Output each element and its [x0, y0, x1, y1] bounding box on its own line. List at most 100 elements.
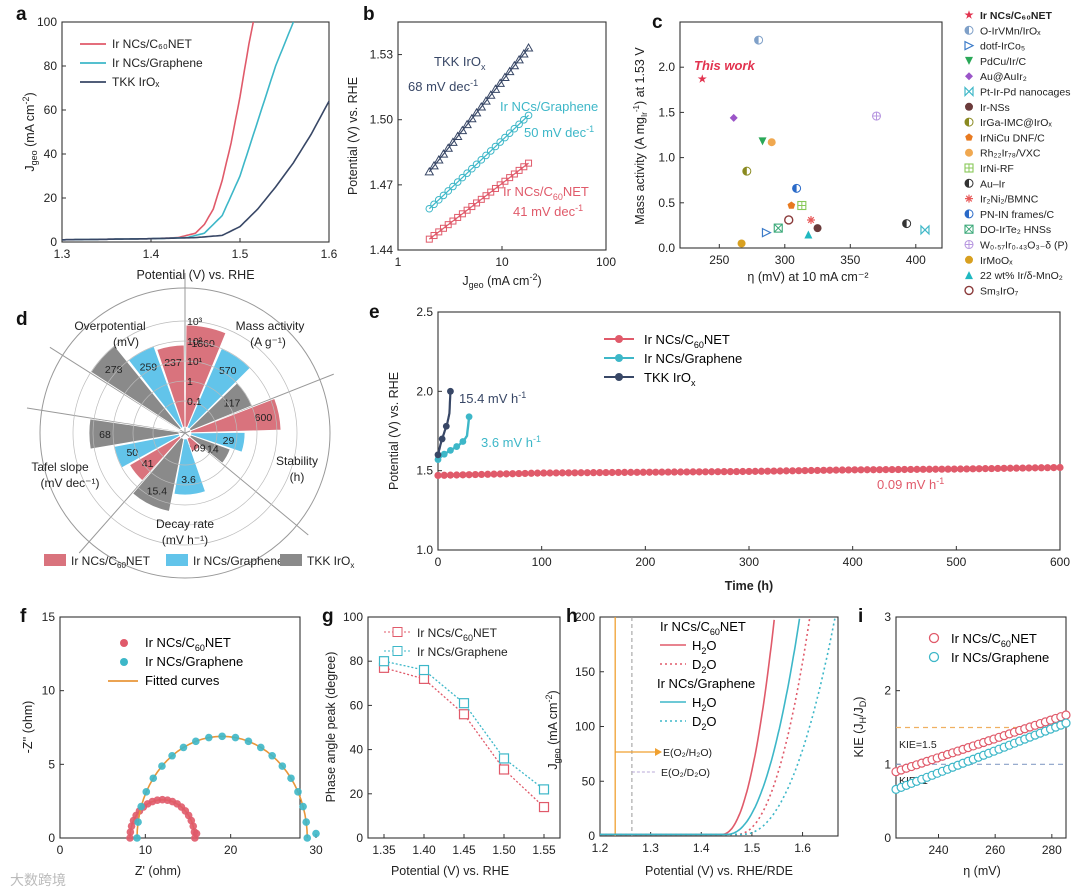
marker-half [965, 179, 969, 188]
y-tick-label: 1 [884, 757, 891, 771]
data-point-ir-c60 [1043, 464, 1052, 472]
marker-plus [872, 112, 881, 121]
data-point [462, 119, 472, 129]
x-tick-label: 260 [985, 843, 1005, 857]
legend-label: TKK IrOx [644, 370, 696, 388]
data-point [538, 801, 550, 813]
marker-half [965, 26, 969, 35]
x-tick-label: 20 [224, 843, 238, 857]
annotation-41: 41 mV dec-1 [513, 203, 583, 219]
data-point-ir-c60 [726, 468, 734, 476]
x-tick-label: 1.3 [54, 247, 71, 261]
legend-label: PdCu/Ir/C [980, 56, 1027, 68]
bar-mass-activity-0 [184, 324, 227, 428]
data-point-ir-c60 [1050, 463, 1058, 472]
data-point-ir-c60 [695, 468, 703, 476]
marker-box [773, 223, 783, 233]
legend-label: TKK IrOx [307, 554, 354, 570]
arrow-head-h2o [655, 748, 662, 756]
legend-marker [615, 335, 623, 343]
data-point [496, 181, 504, 189]
y-tick-label: 1.53 [370, 48, 394, 62]
axes-frame [437, 311, 1061, 551]
fit-line [428, 162, 529, 240]
legend-label: Pt-Ir-Pd nanocages [980, 87, 1070, 99]
x-tick-label: 600 [1050, 555, 1070, 569]
legend-marker [928, 651, 940, 663]
data-point [434, 196, 443, 204]
value-label: 3.6 [181, 474, 196, 486]
data-point-ir-c60 [621, 468, 629, 477]
legend-marker [965, 56, 973, 65]
data-point-ir_c60 [126, 834, 134, 842]
y-axis-label: Potential (V) vs. RHE [346, 77, 360, 195]
legend-label: IrGa-IMC@IrOₓ [980, 117, 1052, 129]
panel-label-a: a [16, 4, 27, 25]
data-point-ir2ni2-bmnc [807, 215, 815, 224]
y-tick-label: 2.5 [416, 305, 433, 319]
data-point-ir-c60 [552, 469, 560, 477]
legend-label: IrMoOₓ [980, 255, 1013, 267]
data-point-ir-c60 [602, 468, 610, 477]
y-tick-label: 200 [575, 610, 595, 624]
data-point [510, 170, 518, 178]
legend-label: Au@AuIr₂ [980, 71, 1027, 83]
value-label: 259 [140, 361, 158, 373]
value-label: 278 [105, 364, 123, 376]
data-point-ir-c60 [919, 465, 927, 473]
legend-label: Ir NCs/C60NET [145, 635, 231, 653]
category-label: Mass activity [236, 319, 305, 333]
data-point [490, 84, 501, 93]
data-point [457, 125, 468, 135]
x-tick-label: 1.4 [693, 841, 710, 855]
legend-marker [120, 639, 128, 647]
data-point [425, 235, 433, 243]
ring-label: 1 [187, 376, 193, 388]
x-tick-label: 1.5 [232, 247, 249, 261]
data-point-ir-c60 [533, 469, 542, 477]
data-point [524, 111, 533, 120]
data-point-tkk [438, 435, 446, 443]
data-point-do-irte2-hnss [773, 223, 783, 233]
data-point [498, 764, 510, 775]
data-point [378, 656, 390, 667]
y-tick-label: 100 [343, 610, 363, 624]
data-point-ir-c60 [900, 465, 909, 474]
legend-label: Ir NCs/Graphene [112, 56, 203, 70]
legend-label-d2o: D2O [692, 714, 717, 732]
data-point [458, 698, 470, 709]
data-point [435, 228, 443, 236]
series-line-ir-ncs-graphene-h2o [600, 618, 801, 836]
y-tick-label: 40 [44, 147, 58, 161]
data-point [430, 232, 438, 240]
data-point [515, 120, 523, 129]
data-point-ir-c60 [944, 465, 952, 473]
data-point-ir_graphene [137, 802, 145, 811]
axes-frame [599, 616, 839, 837]
annotation-e-h2o: E(O₂/H₂O) [663, 747, 712, 759]
data-point [496, 138, 504, 146]
data-point [438, 149, 449, 158]
y-tick-label: 0 [884, 831, 891, 845]
data-point-ir-c60 [770, 467, 778, 475]
data-point [473, 199, 481, 207]
category-unit: (mV) [113, 335, 139, 349]
data-point-ir-c60 [764, 467, 772, 475]
data-point [495, 78, 506, 87]
data-point-ir-c60 [471, 470, 479, 479]
data-point-ir-c60 [950, 465, 958, 473]
data-point [491, 142, 500, 151]
marker-plus [965, 240, 973, 249]
data-point [487, 188, 495, 196]
data-point-ir-c60 [869, 466, 878, 474]
axes-frame [61, 21, 330, 243]
data-point [458, 210, 466, 218]
data-point [433, 155, 444, 164]
x-axis-label: Time (h) [725, 579, 773, 593]
data-point-ir-c60 [683, 468, 691, 476]
data-point-tkk [434, 451, 442, 459]
data-point [449, 182, 457, 191]
legend-label-h2o: H2O [692, 695, 717, 713]
category-unit: (mV dec⁻¹) [40, 476, 99, 490]
value-label: 14 [207, 444, 219, 456]
